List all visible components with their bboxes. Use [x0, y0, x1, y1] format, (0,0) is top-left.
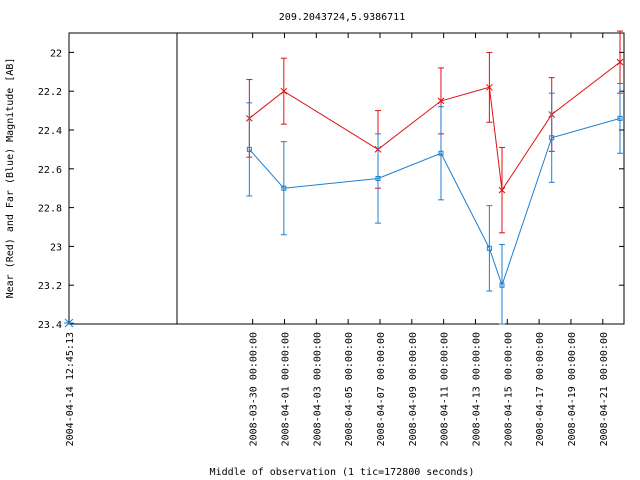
x-tick-label: 2008-04-09 00:00:00	[408, 332, 419, 446]
data-point	[486, 83, 493, 91]
x-tick-label: 2008-04-07 00:00:00	[376, 332, 387, 446]
data-point	[281, 185, 287, 191]
y-tick-label: 22.8	[38, 204, 62, 215]
series-line	[249, 61, 621, 192]
error-bar	[246, 102, 253, 197]
data-point	[486, 245, 492, 251]
data-point	[375, 176, 381, 181]
y-tick-label: 22	[50, 48, 62, 59]
x-axis-label: Middle of observation (1 tic=172800 seco…	[210, 467, 475, 478]
plot-border	[68, 32, 625, 325]
error-bar	[617, 82, 624, 154]
error-bar	[437, 106, 444, 201]
error-bar	[498, 243, 505, 325]
x-tick-label: 2008-04-19 00:00:00	[567, 332, 578, 446]
series-1	[246, 82, 624, 325]
x-break-label: 2004-04-14 12:45:13	[65, 332, 76, 446]
data-point	[499, 282, 505, 288]
x-tick-label: 2008-04-03 00:00:00	[312, 332, 323, 446]
y-tick-label: 23.4	[38, 320, 62, 331]
error-bar	[486, 205, 493, 292]
chart-title: 209.2043724,5.9386711	[279, 12, 405, 23]
data-point	[438, 150, 444, 156]
data-point	[280, 87, 288, 95]
data-point	[549, 135, 555, 141]
y-axis-label: Near (Red) and Far (Blue) Magnitude [AB]	[5, 58, 16, 299]
error-bar	[280, 141, 287, 236]
x-tick-label: 2008-04-15 00:00:00	[503, 332, 514, 446]
y-tick-label: 23	[50, 242, 62, 253]
x-tick-label: 2008-04-11 00:00:00	[440, 332, 451, 446]
x-tick-label: 2008-04-21 00:00:00	[599, 332, 610, 446]
data-point	[617, 115, 623, 121]
error-bar	[548, 92, 555, 183]
series-layer	[64, 30, 624, 328]
y-tick-label: 22.2	[38, 87, 62, 98]
data-point	[246, 146, 252, 152]
x-tick-label: 2008-03-30 00:00:00	[249, 332, 260, 446]
x-tick-label: 2008-04-01 00:00:00	[280, 332, 291, 446]
y-tick-label: 22.6	[38, 165, 62, 176]
x-tick-label: 2008-04-17 00:00:00	[535, 332, 546, 446]
y-axis: 22 22.2 22.4 22.6 22.8 23 23.2 23.4	[38, 48, 624, 331]
data-point	[616, 58, 624, 66]
plot-frame	[68, 32, 625, 325]
break-point-marker	[64, 318, 74, 328]
data-point	[437, 97, 445, 105]
series-0	[245, 30, 624, 234]
data-point	[498, 186, 506, 194]
x-axis: 2008-03-30 00:00:00 2008-04-01 00:00:00 20…	[65, 33, 610, 446]
error-bar	[374, 133, 381, 224]
y-tick-label: 22.4	[38, 126, 62, 137]
y-tick-label: 23.2	[38, 281, 62, 292]
x-tick-label: 2008-04-05 00:00:00	[344, 332, 355, 446]
x-tick-label: 2008-04-13 00:00:00	[471, 332, 482, 446]
series-line	[248, 117, 621, 287]
